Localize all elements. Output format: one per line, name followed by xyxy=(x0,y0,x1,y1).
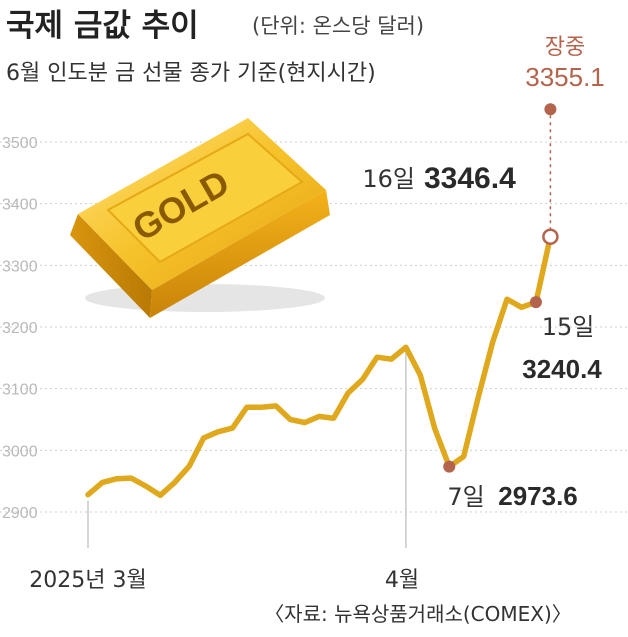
annotation-7-value: 2973.6 xyxy=(498,481,578,511)
y-tick-3400: 3400 xyxy=(2,197,38,214)
annotation-7-day: 7일 xyxy=(447,483,484,511)
source-label: 〈자료: 뉴욕상품거래소(COMEX)〉 xyxy=(264,602,572,626)
x-label-march: 2025년 3월 xyxy=(29,568,146,593)
marker-point-31 xyxy=(529,296,542,309)
annotation-16-day: 16일 xyxy=(362,165,415,193)
y-tick-2900: 2900 xyxy=(2,505,38,522)
intraday-value: 3355.1 xyxy=(525,62,605,92)
x-label-april: 4월 xyxy=(385,568,419,593)
y-tick-3000: 3000 xyxy=(2,443,38,460)
chart-subtitle: 6월 인도분 금 선물 종가 기준(현지시간) xyxy=(6,61,376,86)
y-tick-3300: 3300 xyxy=(2,258,38,275)
marker-point-25 xyxy=(443,460,456,473)
y-tick-3500: 3500 xyxy=(2,135,38,152)
unit-label: (단위: 온스당 달러) xyxy=(252,14,424,38)
intraday-label: 장중 xyxy=(545,35,585,60)
y-tick-3200: 3200 xyxy=(2,320,38,337)
y-axis-ticks: 2900 3000 3100 3200 3300 3400 3500 xyxy=(2,135,38,522)
marker-last-close xyxy=(542,228,559,245)
y-tick-3100: 3100 xyxy=(2,382,38,399)
gold-price-line xyxy=(85,233,554,499)
annotation-15-day: 15일 xyxy=(542,313,595,341)
point-markers xyxy=(443,103,559,473)
annotation-15-value: 3240.4 xyxy=(522,354,602,384)
marker-intraday-high xyxy=(544,103,557,116)
chart-title: 국제 금값 추이 xyxy=(6,8,199,44)
annotation-16-value: 3346.4 xyxy=(424,162,516,195)
gold-bar-illustration: GOLD xyxy=(70,118,330,318)
